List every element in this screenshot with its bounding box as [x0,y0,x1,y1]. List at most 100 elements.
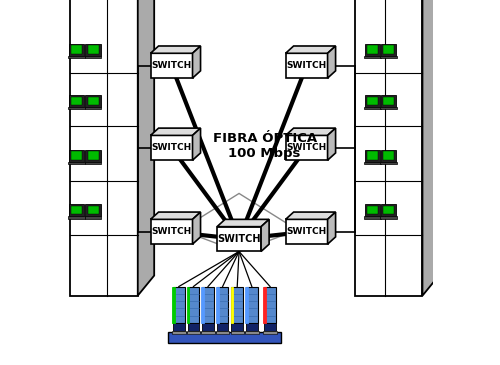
FancyBboxPatch shape [150,219,192,244]
FancyBboxPatch shape [380,107,397,109]
FancyBboxPatch shape [381,150,396,162]
FancyBboxPatch shape [364,44,380,56]
Polygon shape [261,219,269,251]
FancyBboxPatch shape [69,204,84,216]
FancyBboxPatch shape [188,323,200,331]
FancyBboxPatch shape [364,56,380,58]
Text: SWITCH: SWITCH [286,61,327,70]
Polygon shape [422,0,439,296]
Polygon shape [328,128,336,160]
FancyBboxPatch shape [88,97,99,105]
FancyBboxPatch shape [364,162,380,164]
Text: SWITCH: SWITCH [152,61,192,70]
FancyBboxPatch shape [264,287,266,323]
FancyBboxPatch shape [168,332,281,343]
FancyBboxPatch shape [245,287,248,323]
FancyBboxPatch shape [173,287,184,323]
Text: SWITCH: SWITCH [152,227,192,236]
Polygon shape [192,128,200,160]
Polygon shape [328,212,336,244]
FancyBboxPatch shape [367,151,378,160]
Polygon shape [150,212,200,219]
FancyBboxPatch shape [383,97,394,105]
FancyBboxPatch shape [364,216,380,219]
FancyBboxPatch shape [246,323,258,331]
FancyBboxPatch shape [86,44,100,56]
FancyBboxPatch shape [188,287,200,323]
FancyBboxPatch shape [202,323,214,331]
Polygon shape [286,128,336,135]
FancyBboxPatch shape [364,95,380,107]
Polygon shape [150,128,200,135]
Text: SWITCH: SWITCH [152,143,192,152]
FancyBboxPatch shape [88,46,99,54]
Text: SWITCH: SWITCH [286,143,327,152]
FancyBboxPatch shape [71,46,82,54]
Polygon shape [192,46,200,78]
FancyBboxPatch shape [202,287,204,323]
Polygon shape [138,0,154,296]
FancyBboxPatch shape [186,331,200,334]
FancyBboxPatch shape [286,53,328,78]
Text: FIBRA ÓPTICA
100 Mbps: FIBRA ÓPTICA 100 Mbps [212,132,316,160]
FancyBboxPatch shape [69,150,84,162]
FancyBboxPatch shape [68,107,85,109]
FancyBboxPatch shape [150,135,192,160]
FancyBboxPatch shape [70,0,138,296]
FancyBboxPatch shape [172,287,175,323]
FancyBboxPatch shape [264,287,276,323]
FancyBboxPatch shape [364,107,380,109]
FancyBboxPatch shape [68,216,85,219]
Polygon shape [192,212,200,244]
FancyBboxPatch shape [68,162,85,164]
FancyBboxPatch shape [217,287,228,323]
FancyBboxPatch shape [84,107,102,109]
FancyBboxPatch shape [264,323,276,331]
FancyBboxPatch shape [364,150,380,162]
FancyBboxPatch shape [230,331,244,334]
Text: SWITCH: SWITCH [218,234,261,244]
FancyBboxPatch shape [68,56,85,58]
FancyBboxPatch shape [383,206,394,214]
FancyBboxPatch shape [71,97,82,105]
FancyBboxPatch shape [88,206,99,214]
Polygon shape [286,46,336,53]
FancyBboxPatch shape [202,331,214,334]
FancyBboxPatch shape [217,227,261,251]
FancyBboxPatch shape [367,46,378,54]
FancyBboxPatch shape [88,151,99,160]
Polygon shape [217,219,269,227]
FancyBboxPatch shape [173,323,184,331]
FancyBboxPatch shape [71,206,82,214]
FancyBboxPatch shape [380,56,397,58]
FancyBboxPatch shape [230,287,233,323]
FancyBboxPatch shape [364,204,380,216]
FancyBboxPatch shape [232,287,243,323]
Polygon shape [150,46,200,53]
Polygon shape [286,212,336,219]
FancyBboxPatch shape [383,46,394,54]
FancyBboxPatch shape [286,135,328,160]
FancyBboxPatch shape [246,287,258,323]
FancyBboxPatch shape [381,95,396,107]
FancyBboxPatch shape [232,323,243,331]
FancyBboxPatch shape [69,44,84,56]
FancyBboxPatch shape [367,206,378,214]
FancyBboxPatch shape [69,95,84,107]
FancyBboxPatch shape [71,151,82,160]
FancyBboxPatch shape [150,53,192,78]
FancyBboxPatch shape [367,97,378,105]
FancyBboxPatch shape [86,150,100,162]
FancyBboxPatch shape [216,287,218,323]
FancyBboxPatch shape [86,95,100,107]
FancyBboxPatch shape [380,216,397,219]
FancyBboxPatch shape [217,323,228,331]
FancyBboxPatch shape [286,219,328,244]
FancyBboxPatch shape [84,162,102,164]
FancyBboxPatch shape [355,0,422,296]
FancyBboxPatch shape [84,216,102,219]
FancyBboxPatch shape [381,204,396,216]
FancyBboxPatch shape [383,151,394,160]
Polygon shape [328,46,336,78]
FancyBboxPatch shape [245,331,258,334]
